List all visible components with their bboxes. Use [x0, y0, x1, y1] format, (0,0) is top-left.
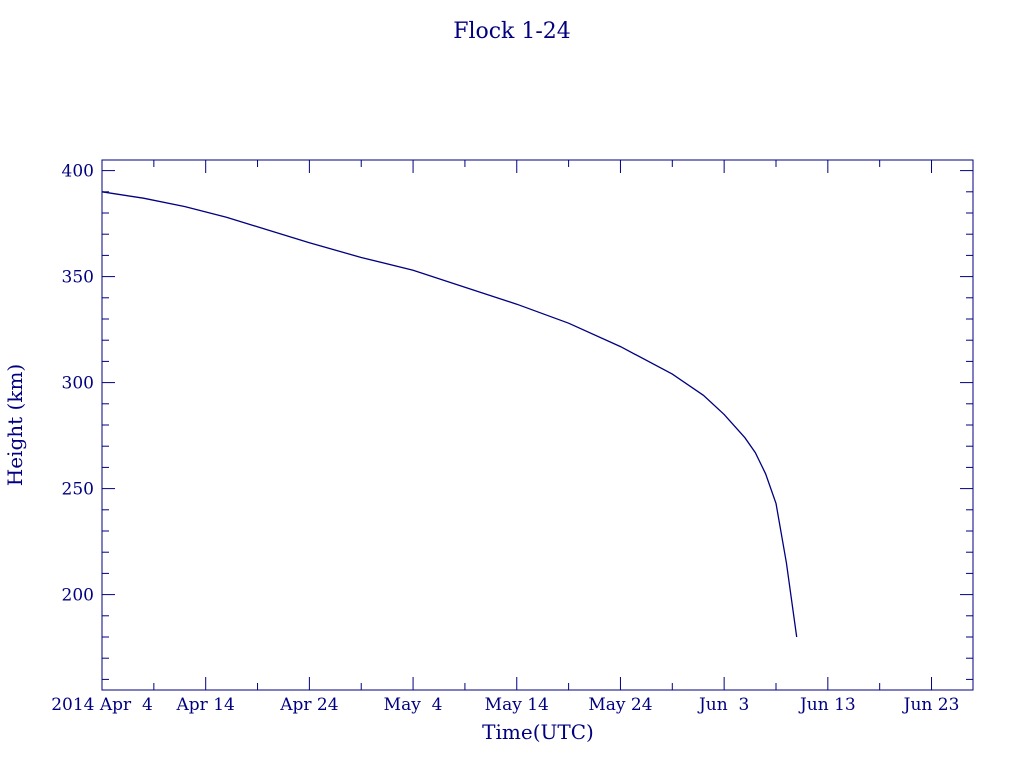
- plot-frame: [101, 159, 974, 691]
- x-tick-label: Jun 3: [697, 695, 749, 715]
- y-tick-label: 400: [62, 162, 94, 182]
- y-tick-label: 300: [62, 374, 94, 394]
- series-line: [101, 191, 798, 638]
- x-tick-label: May 24: [588, 695, 652, 715]
- x-axis-label: Time(UTC): [482, 720, 594, 744]
- x-tick-label: May 14: [485, 695, 549, 715]
- chart-title: Flock 1-24: [453, 19, 571, 44]
- x-tick-label: May 4: [384, 695, 443, 715]
- y-axis-label: Height (km): [3, 364, 27, 486]
- x-tick-label: 2014 Apr 4: [51, 695, 153, 715]
- x-tick-label: Jun 23: [902, 695, 960, 715]
- x-tick-labels: 2014 Apr 4 Apr 14 Apr 24 May 4 May 14 May 24 J…: [51, 695, 959, 715]
- y-tick-label: 350: [62, 268, 94, 288]
- y-tick-labels: 200 250 300 350 400: [62, 162, 94, 606]
- axis-ticks: [101, 160, 973, 690]
- y-tick-label: 250: [62, 480, 94, 500]
- x-tick-label: Jun 13: [798, 695, 856, 715]
- x-tick-label: Apr 24: [279, 695, 338, 715]
- x-tick-label: Apr 14: [176, 695, 235, 715]
- y-tick-label: 200: [62, 586, 94, 606]
